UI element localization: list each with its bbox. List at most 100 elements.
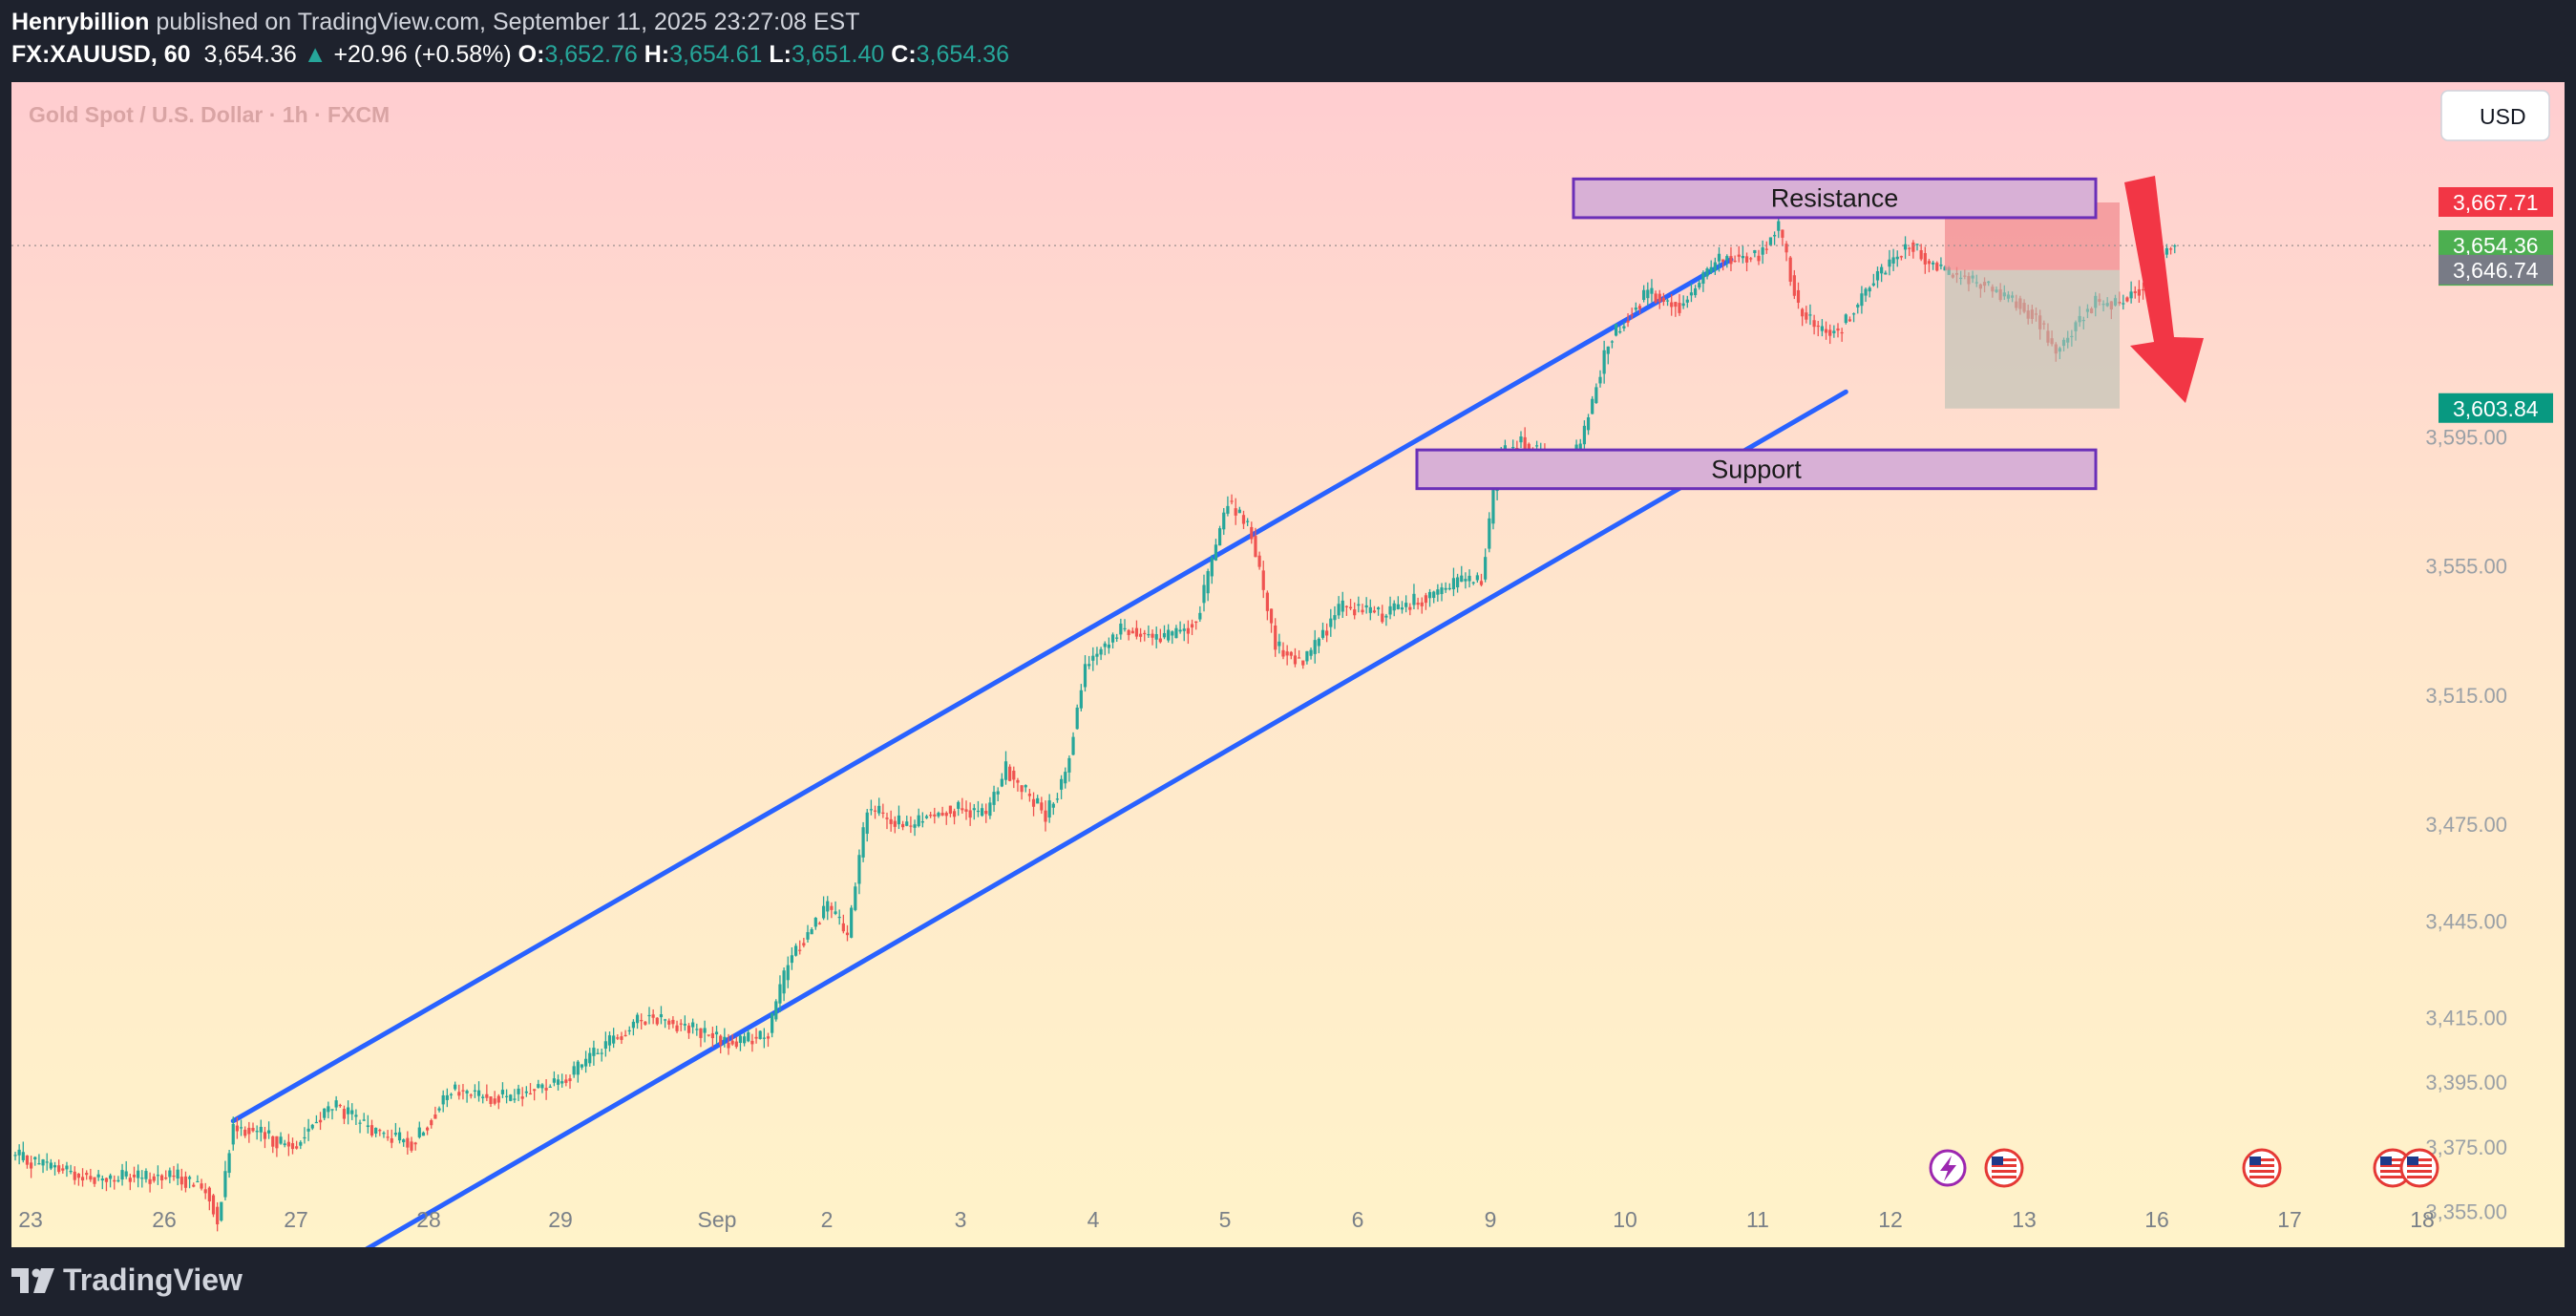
time-axis[interactable]: 23 26 27 28 29 Sep 2 3 4 5 6 9 10 11 12 13 16 17 18 bbox=[18, 1207, 2435, 1232]
candle bbox=[1681, 295, 1685, 309]
us-flag-circle[interactable] bbox=[1984, 1148, 2024, 1188]
candle bbox=[421, 1131, 426, 1136]
candle bbox=[1725, 254, 1729, 268]
candle-body bbox=[972, 808, 976, 811]
candle-body bbox=[481, 1096, 485, 1098]
candle-body bbox=[1880, 266, 1884, 274]
us-flag-event-icon[interactable] bbox=[2399, 1148, 2439, 1188]
candle-body bbox=[1895, 256, 1899, 260]
candle-body bbox=[1075, 707, 1079, 730]
candle-body bbox=[644, 1021, 647, 1025]
candle-body bbox=[1064, 772, 1067, 784]
candle-body bbox=[766, 1036, 771, 1039]
candle bbox=[1372, 605, 1377, 614]
event-markers[interactable] bbox=[1929, 1148, 2439, 1188]
candle bbox=[188, 1175, 192, 1189]
candle bbox=[1744, 252, 1749, 272]
candle bbox=[2141, 282, 2145, 300]
flag-stripe bbox=[2407, 1176, 2432, 1178]
candle bbox=[988, 796, 992, 819]
candle bbox=[1206, 568, 1210, 602]
candle bbox=[350, 1103, 354, 1120]
candle bbox=[1051, 801, 1055, 816]
resistance-zone[interactable]: Resistance bbox=[1572, 177, 2098, 220]
candle-body bbox=[1087, 664, 1091, 667]
author-name[interactable]: Henrybillion bbox=[11, 9, 150, 35]
candle-body bbox=[449, 1093, 454, 1095]
candle-body bbox=[354, 1114, 358, 1117]
symbol-label[interactable]: FX:XAUUSD, 60 bbox=[11, 41, 191, 68]
candle-body bbox=[172, 1175, 176, 1178]
candle-body bbox=[1464, 579, 1467, 582]
us-flag-event-icon[interactable] bbox=[1984, 1148, 2024, 1188]
candle bbox=[159, 1174, 164, 1189]
candle-body bbox=[1828, 329, 1832, 336]
candle-body bbox=[576, 1061, 580, 1075]
tradingview-logo[interactable]: TradingView bbox=[11, 1263, 243, 1298]
candle bbox=[203, 1182, 207, 1199]
candle bbox=[445, 1088, 449, 1108]
candle bbox=[600, 1049, 603, 1062]
flag-stripe bbox=[2249, 1176, 2274, 1178]
candle-body bbox=[1151, 633, 1154, 638]
candle-body bbox=[889, 818, 893, 824]
channel-upper-line[interactable] bbox=[230, 257, 1734, 1124]
candle bbox=[588, 1048, 592, 1067]
candle bbox=[1353, 602, 1357, 620]
us-flag-event-icon[interactable] bbox=[2373, 1148, 2413, 1188]
candle-body bbox=[920, 820, 924, 823]
candle bbox=[1737, 245, 1741, 263]
support-zone-box[interactable] bbox=[1415, 448, 2098, 491]
currency-button-bg[interactable] bbox=[2440, 90, 2550, 141]
resistance-zone-box[interactable] bbox=[1572, 177, 2098, 220]
candle-body bbox=[159, 1175, 164, 1180]
chart-area[interactable]: Gold Spot / U.S. Dollar · 1h · FXCM Resi… bbox=[11, 82, 2565, 1247]
candle bbox=[1123, 619, 1127, 632]
candle-body bbox=[1479, 581, 1484, 585]
candle-body bbox=[596, 1052, 600, 1054]
price-axis[interactable]: 3,315.003,335.003,355.003,375.003,395.00… bbox=[2425, 90, 2553, 1247]
candle-body bbox=[1451, 578, 1456, 590]
candle bbox=[782, 967, 786, 1002]
us-flag-circle[interactable] bbox=[2242, 1148, 2282, 1188]
annotations[interactable]: Resistance Support bbox=[11, 176, 2435, 491]
candle bbox=[65, 1161, 69, 1178]
candle bbox=[1689, 283, 1694, 303]
channel-lower-line[interactable] bbox=[293, 389, 1848, 1247]
price-label-gray: 3,646.74 bbox=[2439, 254, 2553, 285]
currency-button[interactable]: USD bbox=[2440, 90, 2550, 141]
support-zone[interactable]: Support bbox=[1415, 448, 2098, 491]
candle-body bbox=[710, 1032, 714, 1039]
channel-lines[interactable] bbox=[230, 257, 1848, 1247]
candle bbox=[61, 1163, 65, 1174]
candle bbox=[374, 1127, 378, 1137]
candle-body bbox=[275, 1136, 279, 1149]
candle bbox=[1293, 647, 1298, 668]
candle bbox=[612, 1028, 616, 1049]
price-chart[interactable]: Gold Spot / U.S. Dollar · 1h · FXCM Resi… bbox=[11, 82, 2565, 1247]
candle-body bbox=[1535, 445, 1539, 447]
candle-body bbox=[1250, 526, 1254, 540]
candle-body bbox=[881, 812, 885, 814]
us-flag-event-icon[interactable] bbox=[2242, 1148, 2282, 1188]
candles[interactable] bbox=[13, 211, 2177, 1232]
candle-body bbox=[1313, 640, 1317, 654]
candle bbox=[734, 1036, 738, 1050]
candle-body bbox=[1110, 634, 1115, 643]
lightning-event-icon[interactable] bbox=[1929, 1149, 1967, 1187]
candle-body bbox=[1261, 570, 1265, 590]
take-profit-zone[interactable] bbox=[1945, 269, 2120, 409]
us-flag-circle[interactable] bbox=[2399, 1148, 2439, 1188]
candle-body bbox=[1047, 800, 1051, 818]
candle-body bbox=[1615, 324, 1618, 336]
candle bbox=[686, 1023, 691, 1039]
candle-body bbox=[1713, 262, 1717, 271]
candle-body bbox=[1210, 557, 1214, 577]
candle-body bbox=[128, 1178, 132, 1182]
candle-body bbox=[21, 1152, 25, 1160]
candle-body bbox=[664, 1019, 667, 1021]
candle bbox=[196, 1175, 200, 1183]
candle bbox=[909, 816, 913, 834]
candle-body bbox=[17, 1149, 21, 1156]
candle-body bbox=[1618, 330, 1622, 333]
